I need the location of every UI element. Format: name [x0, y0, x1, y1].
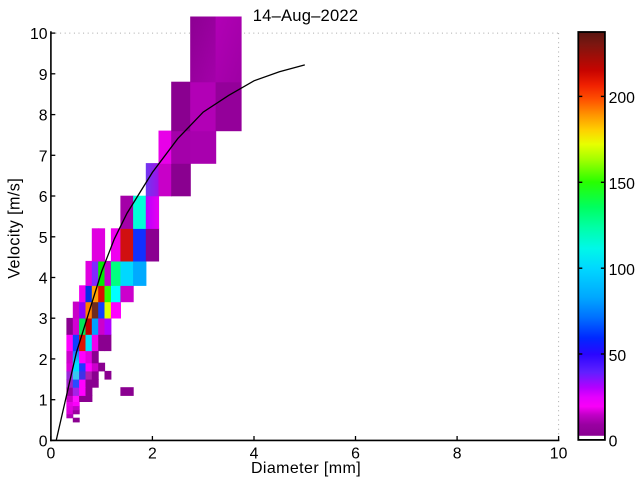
- svg-text:10: 10: [550, 445, 568, 462]
- svg-text:200: 200: [609, 90, 636, 107]
- svg-text:14–Aug–2022: 14–Aug–2022: [253, 6, 359, 25]
- svg-text:6: 6: [351, 445, 360, 462]
- svg-text:6: 6: [39, 189, 48, 206]
- svg-text:1: 1: [39, 393, 48, 410]
- svg-text:Diameter [mm]: Diameter [mm]: [251, 460, 361, 477]
- svg-text:2: 2: [148, 445, 157, 462]
- svg-text:Velocity [m/s]: Velocity [m/s]: [6, 178, 24, 279]
- svg-text:8: 8: [39, 108, 48, 125]
- svg-text:100: 100: [609, 262, 636, 279]
- svg-text:50: 50: [609, 348, 627, 365]
- svg-text:150: 150: [609, 176, 636, 193]
- svg-text:3: 3: [39, 311, 48, 328]
- svg-text:0: 0: [47, 445, 56, 462]
- svg-text:4: 4: [39, 271, 48, 288]
- svg-text:10: 10: [30, 26, 48, 43]
- svg-text:9: 9: [39, 67, 48, 84]
- svg-text:8: 8: [453, 445, 462, 462]
- svg-text:2: 2: [39, 352, 48, 369]
- svg-text:0: 0: [609, 434, 618, 451]
- svg-text:5: 5: [39, 230, 48, 247]
- svg-text:0: 0: [39, 433, 48, 450]
- svg-text:4: 4: [250, 445, 259, 462]
- svg-text:7: 7: [39, 148, 48, 165]
